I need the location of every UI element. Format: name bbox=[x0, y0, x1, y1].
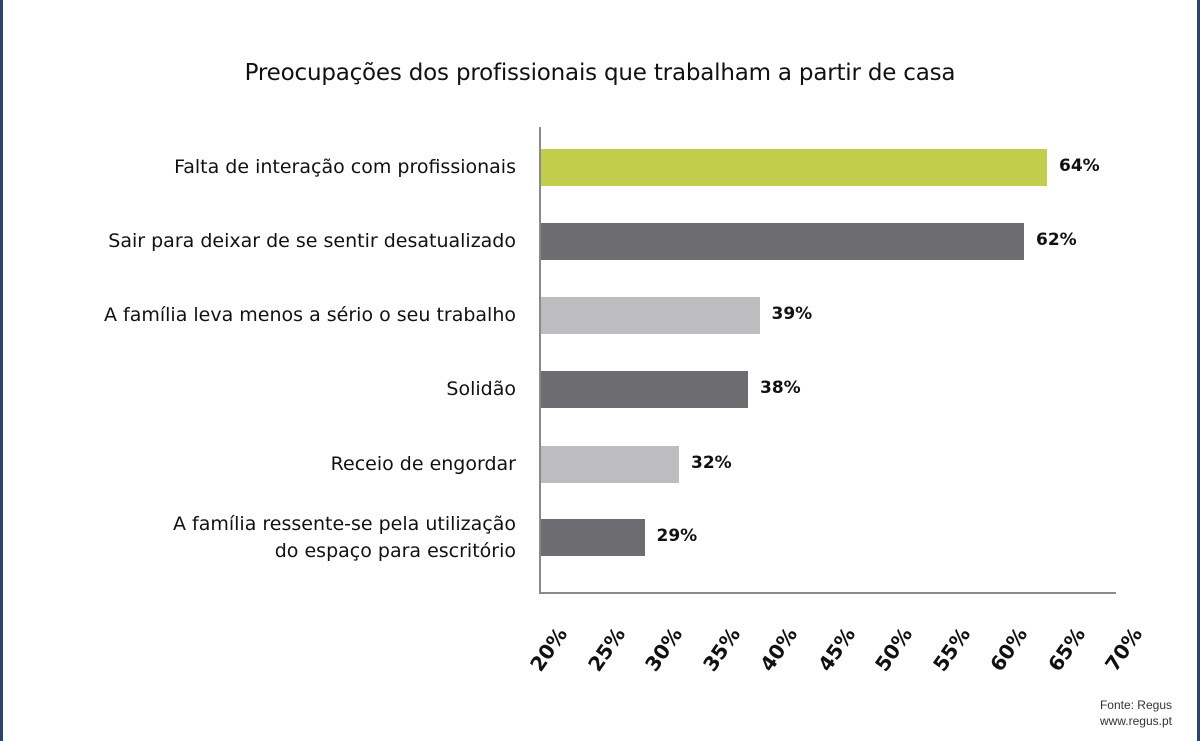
category-label: Receio de engordar bbox=[330, 453, 516, 475]
x-tick-label: 30% bbox=[640, 622, 688, 676]
bar bbox=[541, 297, 760, 334]
value-label: 64% bbox=[1059, 156, 1100, 176]
category-label: A família leva menos a sério o seu traba… bbox=[103, 304, 516, 326]
x-tick-label: 20% bbox=[525, 622, 573, 676]
source-note: Fonte: Regus www.regus.pt bbox=[1100, 697, 1172, 729]
chart-title: Preocupações dos profissionais que traba… bbox=[244, 60, 956, 86]
x-tick-label: 60% bbox=[985, 622, 1033, 676]
x-axis-line bbox=[539, 592, 1116, 594]
category-label: Solidão bbox=[446, 378, 516, 400]
bar bbox=[541, 371, 748, 408]
x-tick-label: 40% bbox=[755, 622, 803, 676]
value-label: 32% bbox=[691, 453, 732, 473]
bar bbox=[541, 519, 645, 556]
x-tick-label: 25% bbox=[582, 622, 630, 676]
x-tick-label: 70% bbox=[1100, 622, 1148, 676]
source-url: www.regus.pt bbox=[1099, 714, 1172, 728]
category-label: Sair para deixar de se sentir desatualiz… bbox=[108, 230, 516, 252]
value-label: 38% bbox=[760, 378, 801, 398]
category-label: Falta de interação com profissionais bbox=[174, 156, 516, 178]
bar bbox=[541, 223, 1024, 260]
bar bbox=[541, 149, 1047, 186]
value-label: 29% bbox=[656, 526, 698, 546]
source-label: Fonte: Regus bbox=[1099, 698, 1172, 712]
right-frame-border bbox=[1197, 0, 1200, 741]
left-frame-border bbox=[0, 0, 3, 741]
x-tick-label: 65% bbox=[1042, 622, 1090, 676]
x-tick-label: 35% bbox=[697, 622, 745, 676]
x-tick-label: 45% bbox=[812, 622, 860, 676]
category-label: A família ressente-se pela utilização do… bbox=[172, 513, 516, 562]
value-label: 39% bbox=[771, 304, 813, 324]
x-tick-label: 55% bbox=[927, 622, 975, 676]
y-axis-line bbox=[539, 127, 541, 594]
x-tick-label: 50% bbox=[870, 622, 918, 676]
bar bbox=[541, 446, 679, 483]
value-label: 62% bbox=[1036, 230, 1077, 250]
